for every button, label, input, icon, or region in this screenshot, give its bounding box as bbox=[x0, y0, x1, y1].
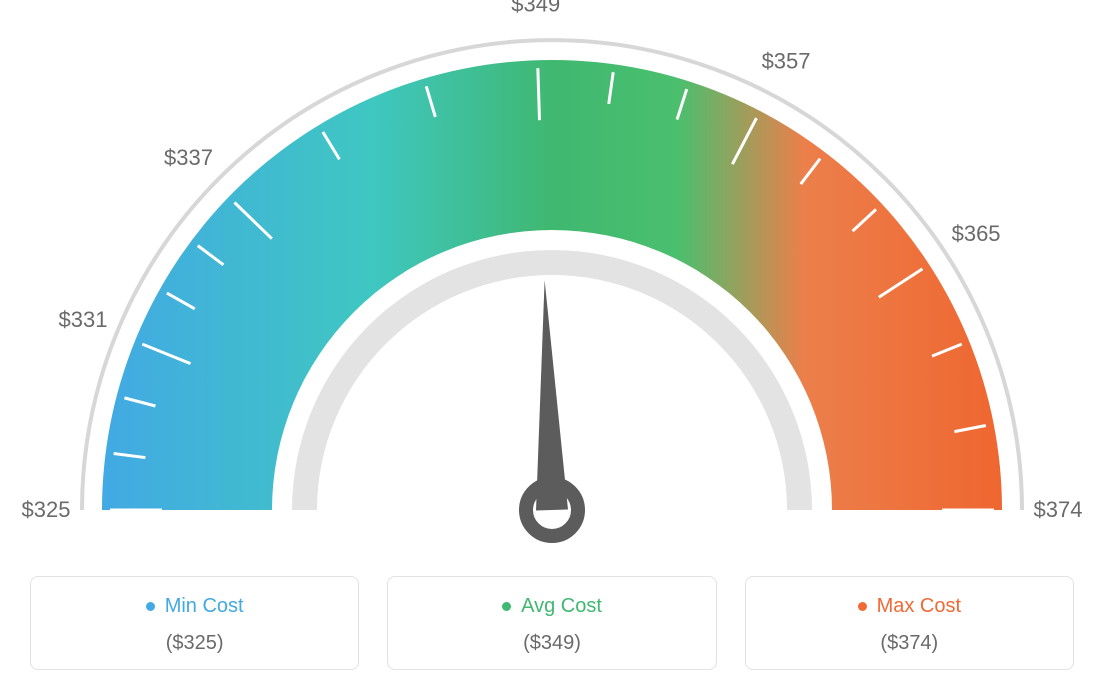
svg-text:$337: $337 bbox=[164, 145, 213, 170]
legend-label: Min Cost bbox=[165, 595, 244, 618]
legend-label: Max Cost bbox=[877, 595, 961, 618]
legend-value-avg: ($349) bbox=[400, 632, 703, 655]
svg-text:$349: $349 bbox=[511, 0, 560, 16]
legend-card-max: Max Cost ($374) bbox=[745, 576, 1074, 670]
legend-card-min: Min Cost ($325) bbox=[30, 576, 359, 670]
legend-card-avg: Avg Cost ($349) bbox=[387, 576, 716, 670]
gauge-svg: $325 $331 $337 $349 $357 $365 $374 bbox=[12, 0, 1092, 570]
svg-text:$325: $325 bbox=[22, 497, 71, 522]
legend-row: Min Cost ($325) Avg Cost ($349) Max Cost… bbox=[30, 576, 1074, 670]
legend-title-min: Min Cost bbox=[146, 595, 244, 618]
legend-dot-min bbox=[146, 602, 155, 611]
svg-text:$331: $331 bbox=[59, 307, 108, 332]
legend-title-avg: Avg Cost bbox=[502, 595, 602, 618]
legend-value-min: ($325) bbox=[43, 632, 346, 655]
legend-dot-max bbox=[858, 602, 867, 611]
svg-text:$357: $357 bbox=[762, 48, 811, 73]
legend-title-max: Max Cost bbox=[858, 595, 961, 618]
svg-text:$365: $365 bbox=[952, 221, 1001, 246]
legend-value-max: ($374) bbox=[758, 632, 1061, 655]
svg-text:$374: $374 bbox=[1034, 497, 1083, 522]
legend-dot-avg bbox=[502, 602, 511, 611]
legend-label: Avg Cost bbox=[521, 595, 602, 618]
cost-gauge-chart: $325 $331 $337 $349 $357 $365 $374 bbox=[0, 0, 1104, 570]
